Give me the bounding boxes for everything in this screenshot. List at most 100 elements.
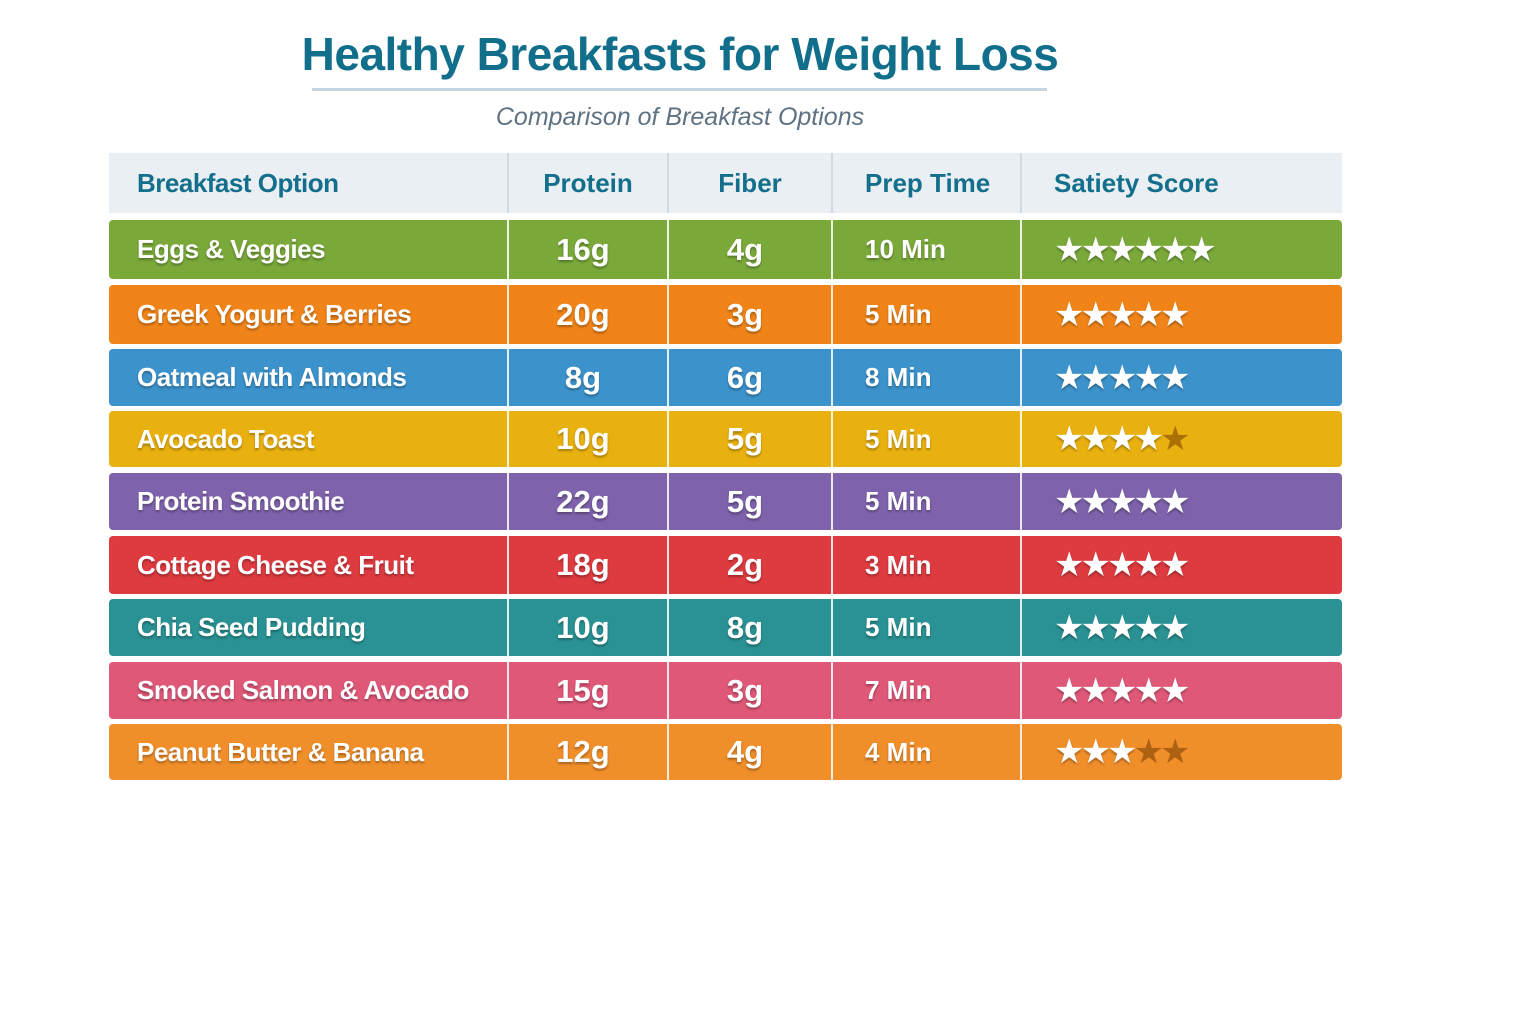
prep-time-cell: 10 Min xyxy=(833,220,1022,279)
option-cell: Smoked Salmon & Avocado xyxy=(109,662,509,719)
prep-time-cell: 7 Min xyxy=(833,662,1022,719)
star-filled-icon: ★ xyxy=(1159,358,1191,397)
star-filled-icon: ★ xyxy=(1159,608,1191,647)
prep-time-cell: 5 Min xyxy=(833,411,1022,467)
star-filled-icon: ★ xyxy=(1080,295,1111,334)
prep-time-cell: 5 Min xyxy=(833,285,1022,344)
star-filled-icon: ★ xyxy=(1080,546,1111,584)
header-prep-time: Prep Time xyxy=(833,153,1022,213)
satiety-cell: ★ ★ ★ ★ ★ xyxy=(1022,349,1342,406)
star-filled-icon: ★ xyxy=(1133,230,1164,269)
option-cell: Greek Yogurt & Berries xyxy=(109,285,509,344)
star-filled-icon: ★ xyxy=(1106,546,1138,584)
fiber-cell: 4g xyxy=(669,724,833,780)
star-filled-icon: ★ xyxy=(1106,733,1138,771)
star-filled-icon: ★ xyxy=(1106,608,1138,647)
star-filled-icon: ★ xyxy=(1106,482,1138,521)
table-row: Eggs & Veggies 16g 4g 10 Min ★ ★ ★ ★ ★ ★ xyxy=(109,220,1342,279)
star-filled-icon: ★ xyxy=(1080,358,1111,397)
protein-cell: 20g xyxy=(509,285,669,344)
table-row: Avocado Toast 10g 5g 5 Min ★ ★ ★ ★ ★ xyxy=(109,411,1342,467)
star-filled-icon: ★ xyxy=(1080,482,1111,521)
satiety-cell: ★ ★ ★ ★ ★ xyxy=(1022,536,1342,594)
protein-cell: 10g xyxy=(509,411,669,467)
star-filled-icon: ★ xyxy=(1106,358,1138,397)
option-cell: Cottage Cheese & Fruit xyxy=(109,536,509,594)
prep-time-cell: 5 Min xyxy=(833,599,1022,656)
star-filled-icon: ★ xyxy=(1054,230,1085,269)
star-filled-icon: ★ xyxy=(1133,295,1164,334)
table-row: Cottage Cheese & Fruit 18g 2g 3 Min ★ ★ ★ ★ ★ xyxy=(109,536,1342,594)
star-filled-icon: ★ xyxy=(1054,420,1085,458)
star-filled-icon: ★ xyxy=(1080,230,1111,269)
header-protein: Protein xyxy=(509,153,669,213)
protein-cell: 15g xyxy=(509,662,669,719)
star-filled-icon: ★ xyxy=(1054,546,1085,584)
fiber-cell: 5g xyxy=(669,473,833,530)
table-row: Smoked Salmon & Avocado 15g 3g 7 Min ★ ★ ★ ★ ★ xyxy=(109,662,1342,719)
star-filled-icon: ★ xyxy=(1054,295,1085,334)
satiety-cell: ★ ★ ★ ★ ★ xyxy=(1022,599,1342,656)
star-filled-icon: ★ xyxy=(1186,230,1217,269)
star-filled-icon: ★ xyxy=(1159,230,1191,269)
prep-time-cell: 8 Min xyxy=(833,349,1022,406)
protein-cell: 22g xyxy=(509,473,669,530)
table-row: Oatmeal with Almonds 8g 6g 8 Min ★ ★ ★ ★ ★ xyxy=(109,349,1342,406)
star-filled-icon: ★ xyxy=(1133,482,1164,521)
protein-cell: 18g xyxy=(509,536,669,594)
star-filled-icon: ★ xyxy=(1133,420,1164,458)
star-filled-icon: ★ xyxy=(1054,358,1085,397)
fiber-cell: 4g xyxy=(669,220,833,279)
star-empty-icon: ★ xyxy=(1133,733,1164,771)
protein-cell: 12g xyxy=(509,724,669,780)
star-filled-icon: ★ xyxy=(1159,295,1191,334)
star-filled-icon: ★ xyxy=(1106,230,1138,269)
table-row: Greek Yogurt & Berries 20g 3g 5 Min ★ ★ ★ ★ ★ xyxy=(109,285,1342,344)
star-filled-icon: ★ xyxy=(1106,671,1138,710)
star-filled-icon: ★ xyxy=(1080,733,1111,771)
header-option: Breakfast Option xyxy=(109,153,509,213)
star-filled-icon: ★ xyxy=(1054,671,1085,710)
satiety-cell: ★ ★ ★ ★ ★ xyxy=(1022,411,1342,467)
star-filled-icon: ★ xyxy=(1054,733,1085,771)
protein-cell: 16g xyxy=(509,220,669,279)
header-fiber: Fiber xyxy=(669,153,833,213)
star-filled-icon: ★ xyxy=(1054,482,1085,521)
option-cell: Protein Smoothie xyxy=(109,473,509,530)
subtitle: Comparison of Breakfast Options xyxy=(495,103,865,131)
star-filled-icon: ★ xyxy=(1054,608,1085,647)
satiety-cell: ★ ★ ★ ★ ★ xyxy=(1022,724,1342,780)
option-cell: Peanut Butter & Banana xyxy=(109,724,509,780)
page-title: Healthy Breakfasts for Weight Loss xyxy=(301,28,1059,80)
table-row: Protein Smoothie 22g 5g 5 Min ★ ★ ★ ★ ★ xyxy=(109,473,1342,530)
star-filled-icon: ★ xyxy=(1133,608,1164,647)
fiber-cell: 6g xyxy=(669,349,833,406)
protein-cell: 10g xyxy=(509,599,669,656)
star-filled-icon: ★ xyxy=(1080,420,1111,458)
fiber-cell: 2g xyxy=(669,536,833,594)
header-satiety: Satiety Score xyxy=(1054,167,1219,198)
option-cell: Avocado Toast xyxy=(109,411,509,467)
prep-time-cell: 5 Min xyxy=(833,473,1022,530)
satiety-cell: ★ ★ ★ ★ ★ xyxy=(1022,473,1342,530)
prep-time-cell: 4 Min xyxy=(833,724,1022,780)
satiety-cell: ★ ★ ★ ★ ★ xyxy=(1022,285,1342,344)
star-filled-icon: ★ xyxy=(1080,671,1111,710)
header-row: Breakfast Option Protein Fiber Prep Time… xyxy=(109,153,1342,213)
satiety-cell: ★ ★ ★ ★ ★ xyxy=(1022,662,1342,719)
fiber-cell: 3g xyxy=(669,662,833,719)
protein-cell: 8g xyxy=(509,349,669,406)
star-empty-icon: ★ xyxy=(1159,420,1191,458)
fiber-cell: 3g xyxy=(669,285,833,344)
star-filled-icon: ★ xyxy=(1133,358,1164,397)
title-divider xyxy=(312,88,1047,91)
star-filled-icon: ★ xyxy=(1080,608,1111,647)
star-empty-icon: ★ xyxy=(1159,733,1191,771)
fiber-cell: 5g xyxy=(669,411,833,467)
star-filled-icon: ★ xyxy=(1159,482,1191,521)
table-row: Peanut Butter & Banana 12g 4g 4 Min ★ ★ ★ ★ ★ xyxy=(109,724,1342,780)
option-cell: Oatmeal with Almonds xyxy=(109,349,509,406)
star-filled-icon: ★ xyxy=(1159,671,1191,710)
satiety-cell: ★ ★ ★ ★ ★ ★ xyxy=(1022,220,1342,279)
star-filled-icon: ★ xyxy=(1133,671,1164,710)
